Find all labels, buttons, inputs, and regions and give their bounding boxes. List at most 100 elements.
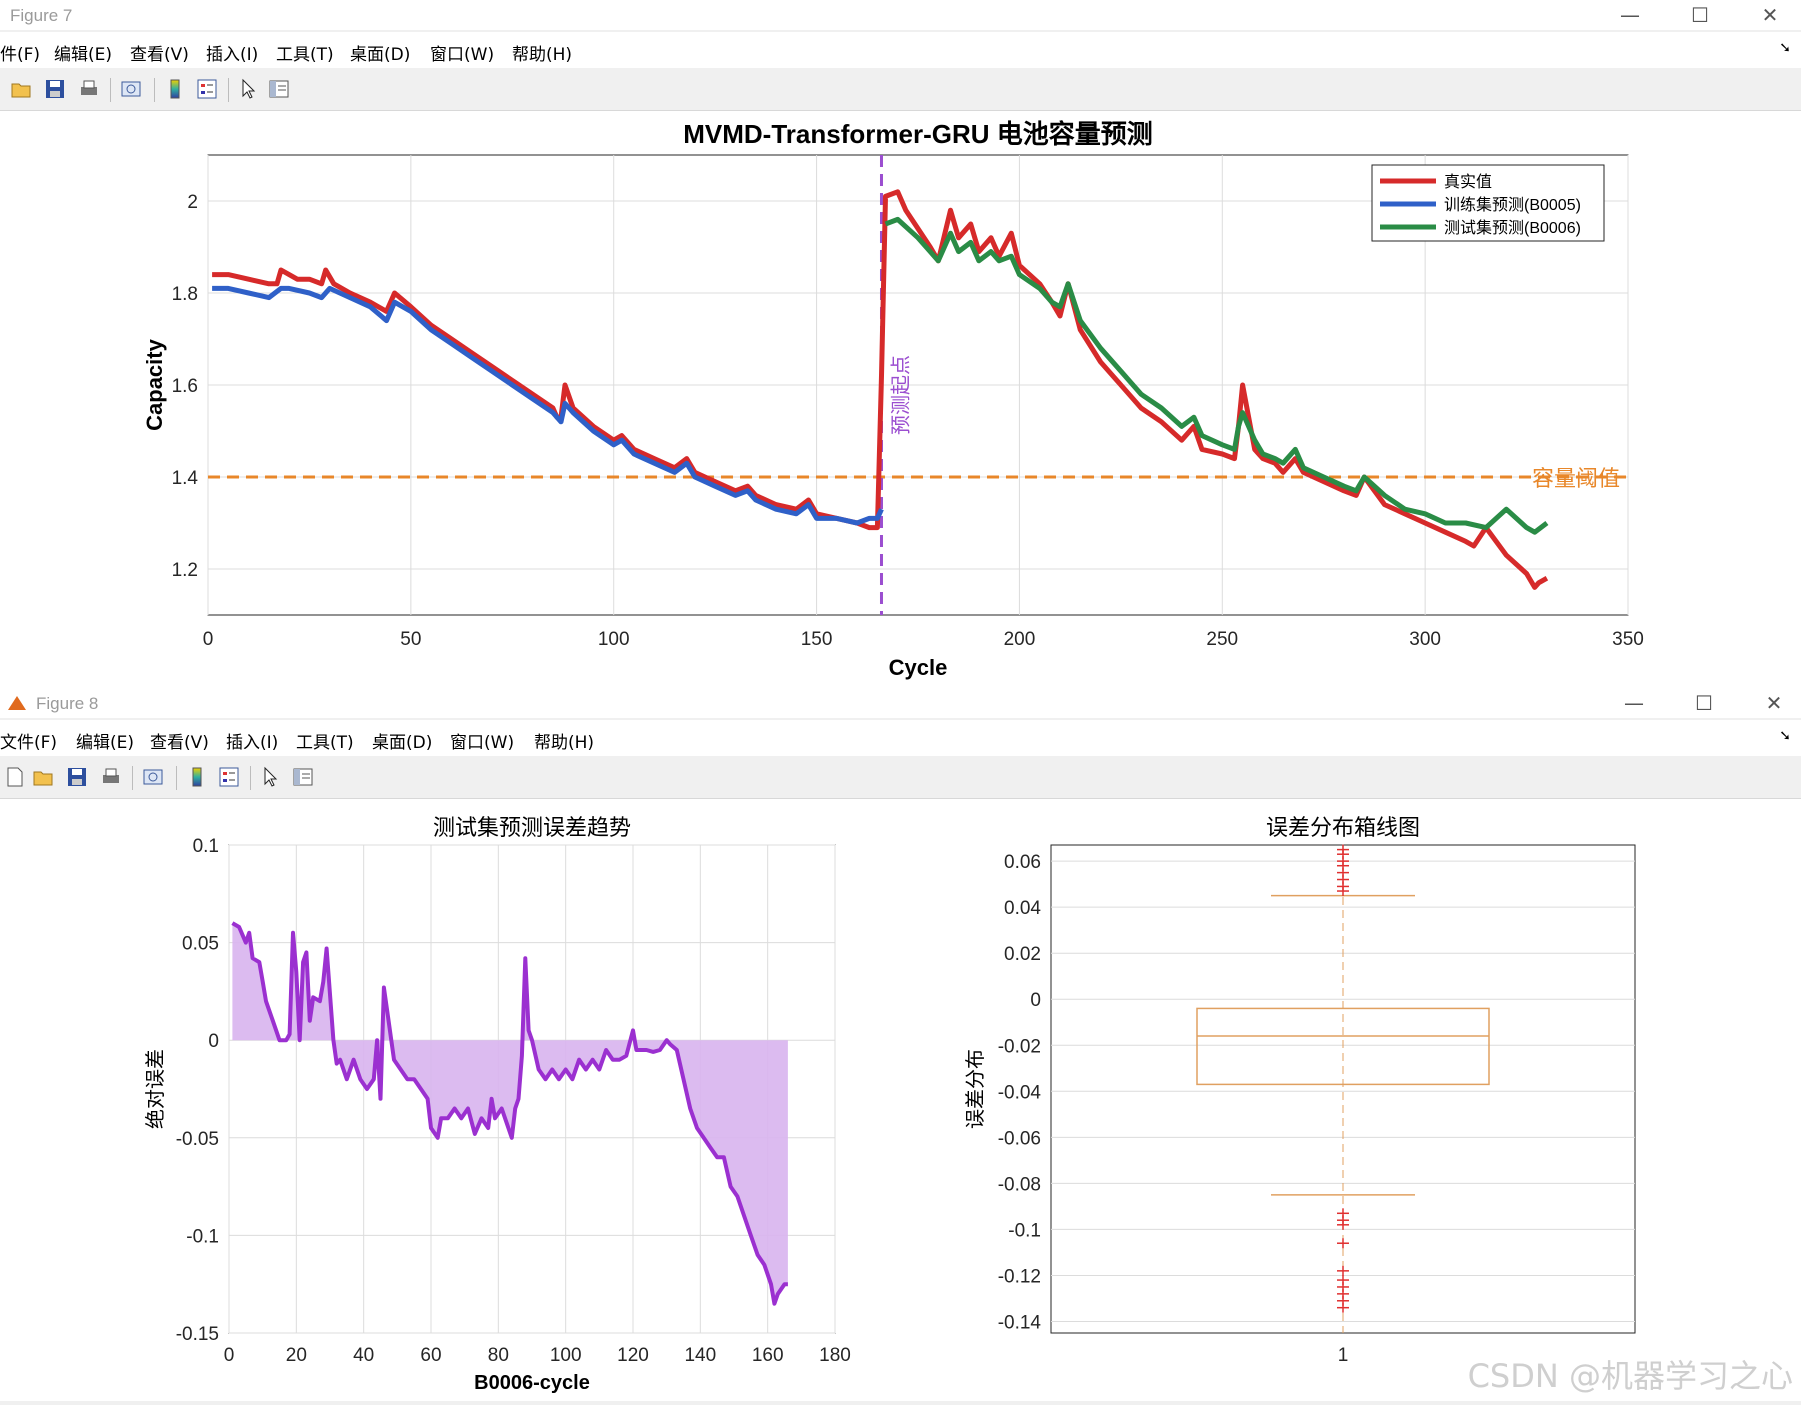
menu-window[interactable]: 窗口(W) xyxy=(430,45,495,65)
figure7-toolbar xyxy=(0,70,1801,111)
y-tick-label: -0.1 xyxy=(1008,1220,1041,1241)
plot-area xyxy=(1050,844,1636,1334)
menu-desktop[interactable]: 桌面(D) xyxy=(350,45,411,65)
colorbar-icon[interactable] xyxy=(164,78,186,100)
print-icon[interactable] xyxy=(78,78,100,100)
y-tick-label: -0.05 xyxy=(176,1129,219,1150)
toolbar-separator xyxy=(110,78,111,102)
x-tick-label: 160 xyxy=(752,1345,784,1366)
x-axis-label: Cycle xyxy=(889,655,948,680)
close-button[interactable]: ✕ xyxy=(1761,3,1779,27)
menu-edit[interactable]: 编辑(E) xyxy=(76,733,135,753)
y-tick-label: -0.14 xyxy=(998,1312,1042,1333)
minimize-button[interactable]: — xyxy=(1624,691,1644,715)
figure7-menubar: 件(F) 编辑(E) 查看(V) 插入(I) 工具(T) 桌面(D) 窗口(W)… xyxy=(0,32,1801,68)
legend-entry: 真实值 xyxy=(1444,173,1492,191)
legend-icon[interactable] xyxy=(218,766,240,788)
capacity-prediction-chart: 0 50 100 150 200 250 300 350 1.2 1.4 1.6 1.8 2 MVMD-T… xyxy=(142,119,1644,680)
minimize-button[interactable]: — xyxy=(1620,3,1640,27)
figure8-titlebar: Figure 8 — ☐ ✕ xyxy=(0,688,1801,718)
x-tick-label: 200 xyxy=(1004,629,1036,650)
x-tick-label: 300 xyxy=(1409,629,1441,650)
property-editor-icon[interactable] xyxy=(268,78,290,100)
menu-help[interactable]: 帮助(H) xyxy=(512,45,573,65)
x-tick-label: 180 xyxy=(819,1345,851,1366)
y-tick-label: 1.4 xyxy=(172,468,199,489)
pointer-icon[interactable] xyxy=(238,78,260,100)
menu-window[interactable]: 窗口(W) xyxy=(450,733,515,753)
x-tick-label: 40 xyxy=(353,1345,374,1366)
new-figure-icon[interactable] xyxy=(4,766,26,788)
property-editor-icon[interactable] xyxy=(292,766,314,788)
menu-file[interactable]: 件(F) xyxy=(0,45,41,65)
y-tick-label: 0.1 xyxy=(193,836,219,857)
save-icon[interactable] xyxy=(44,78,66,100)
matlab-icon xyxy=(8,696,26,710)
true-value-line xyxy=(212,189,1549,590)
watermark: CSDN @机器学习之心 xyxy=(1467,1357,1793,1395)
prediction-start-label: 预测起点 xyxy=(889,355,912,435)
chart-title: MVMD-Transformer-GRU 电池容量预测 xyxy=(683,119,1152,149)
legend-entry: 训练集预测(B0005) xyxy=(1444,196,1581,214)
menu-insert[interactable]: 插入(I) xyxy=(206,45,259,65)
y-tick-label: 0 xyxy=(1030,990,1041,1011)
y-tick-label: -0.12 xyxy=(998,1266,1041,1287)
figure8-window: Figure 8 — ☐ ✕ 文件(F) 编辑(E) 查看(V) 插入(I) 工… xyxy=(0,688,1801,1401)
x-tick-label: 350 xyxy=(1612,629,1644,650)
y-tick-label: 0.02 xyxy=(1004,944,1041,965)
legend-icon[interactable] xyxy=(196,78,218,100)
x-tick-label: 100 xyxy=(550,1345,582,1366)
menu-tools[interactable]: 工具(T) xyxy=(276,45,334,65)
y-tick-label: -0.1 xyxy=(186,1226,219,1247)
y-tick-label: 1.6 xyxy=(172,376,198,397)
y-tick-label: 0.06 xyxy=(1004,852,1041,873)
print-preview-icon[interactable] xyxy=(142,766,164,788)
legend-entry: 测试集预测(B0006) xyxy=(1444,219,1581,237)
menu-desktop[interactable]: 桌面(D) xyxy=(372,733,433,753)
x-tick-label: 120 xyxy=(617,1345,649,1366)
x-tick-label: 0 xyxy=(224,1345,235,1366)
menu-view[interactable]: 查看(V) xyxy=(130,45,189,65)
figure7-window: Figure 7 — ☐ ✕ 件(F) 编辑(E) 查看(V) 插入(I) 工具… xyxy=(0,0,1801,688)
toolbar-separator xyxy=(154,78,155,102)
window-title: Figure 7 xyxy=(10,6,73,25)
close-button[interactable]: ✕ xyxy=(1765,691,1783,715)
figure7-canvas: 0 50 100 150 200 250 300 350 1.2 1.4 1.6 1.8 2 MVMD-T… xyxy=(0,111,1801,688)
figure7-titlebar: Figure 7 — ☐ ✕ xyxy=(0,0,1801,30)
colorbar-icon[interactable] xyxy=(186,766,208,788)
dock-icon[interactable]: ➘ xyxy=(1779,728,1791,744)
print-preview-icon[interactable] xyxy=(120,78,142,100)
toolbar-separator xyxy=(176,766,177,790)
y-tick-label: -0.04 xyxy=(998,1082,1042,1103)
maximize-button[interactable]: ☐ xyxy=(1695,691,1713,715)
x-tick-label: 1 xyxy=(1338,1345,1349,1366)
save-icon[interactable] xyxy=(66,766,88,788)
y-axis-label: Capacity xyxy=(142,338,167,430)
menu-file[interactable]: 文件(F) xyxy=(0,733,58,753)
y-tick-label: 0.05 xyxy=(182,934,219,955)
menu-edit[interactable]: 编辑(E) xyxy=(54,45,113,65)
maximize-button[interactable]: ☐ xyxy=(1691,3,1709,27)
menu-help[interactable]: 帮助(H) xyxy=(534,733,595,753)
menu-insert[interactable]: 插入(I) xyxy=(226,733,279,753)
open-folder-icon[interactable] xyxy=(10,78,32,100)
y-tick-label: 0 xyxy=(208,1031,219,1052)
x-tick-label: 140 xyxy=(684,1345,716,1366)
toolbar-separator xyxy=(228,78,229,102)
x-tick-label: 50 xyxy=(400,629,421,650)
y-tick-label: 1.8 xyxy=(172,284,198,305)
error-line xyxy=(231,921,788,1306)
x-tick-label: 100 xyxy=(598,629,630,650)
figure8-canvas: 0 20 40 60 80 100 120 140 160 180 -0.15 -0.1 -0.05 0 0… xyxy=(0,799,1801,1401)
menu-view[interactable]: 查看(V) xyxy=(150,733,209,753)
open-folder-icon[interactable] xyxy=(32,766,54,788)
pointer-icon[interactable] xyxy=(260,766,282,788)
dock-icon[interactable]: ➘ xyxy=(1779,40,1791,56)
chart-title: 测试集预测误差趋势 xyxy=(433,815,631,840)
chart-title: 误差分布箱线图 xyxy=(1266,815,1420,840)
print-icon[interactable] xyxy=(100,766,122,788)
y-tick-label: 0.04 xyxy=(1004,898,1041,919)
menu-tools[interactable]: 工具(T) xyxy=(296,733,354,753)
x-tick-label: 20 xyxy=(286,1345,307,1366)
y-tick-label: 2 xyxy=(187,192,198,213)
